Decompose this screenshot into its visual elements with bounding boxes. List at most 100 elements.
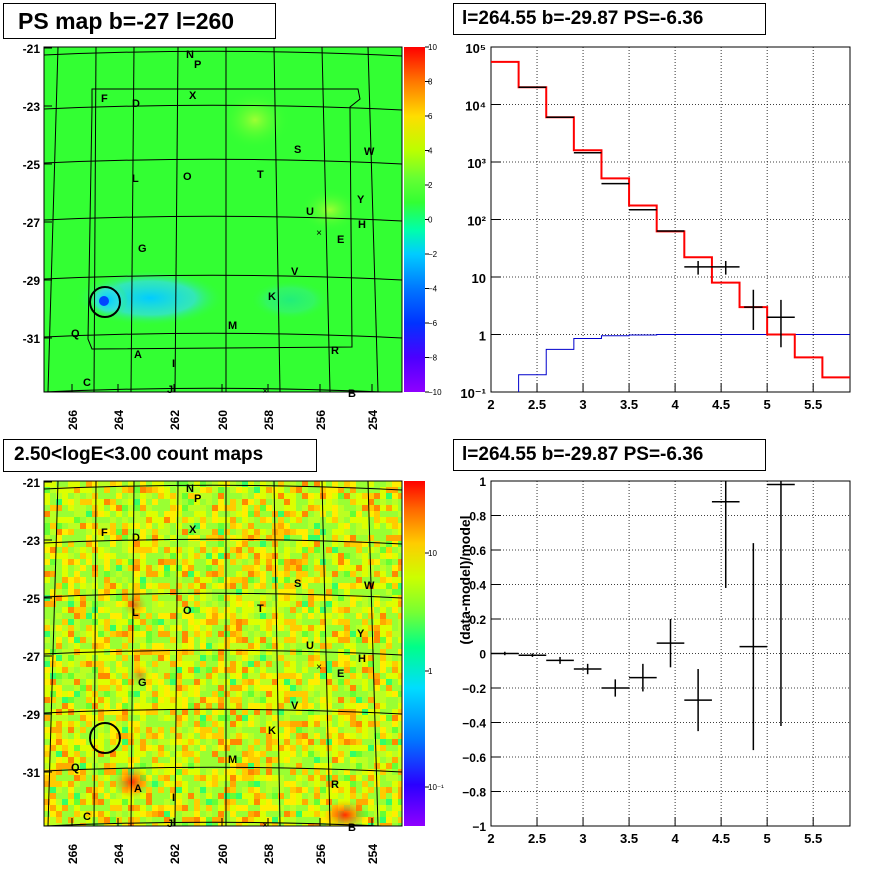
map-source-label-d: D: [132, 532, 140, 544]
map-source-label-a: A: [134, 349, 142, 361]
colorbar-tick-label: −4: [428, 285, 438, 294]
count-map-hotspots: [114, 593, 367, 826]
map-x-tick-label: 264: [112, 844, 126, 864]
map-source-label-j: J: [167, 384, 173, 396]
spectrum-x-tick-label: 4: [671, 397, 679, 412]
map-source-label-n: N: [186, 49, 194, 61]
spectrum-title: l=264.55 b=-29.87 PS=-6.36: [453, 3, 766, 35]
map-source-label-x: X: [189, 90, 197, 102]
colorbar-tick-label: 8: [428, 78, 433, 87]
spectrum-y-tick-label: 10: [472, 271, 486, 286]
ps-map-excess-region-2: [300, 188, 360, 232]
ps-map-axes: 266 264 262 260 258 256 254 -21 -23 -25 -27 -29 -31: [23, 42, 403, 430]
map-grid-longitude-line: [273, 47, 281, 392]
colorbar-tick-label: 0: [428, 216, 433, 225]
map-source-label-k: K: [268, 291, 276, 303]
residual-y-tick-label: 0.4: [469, 579, 486, 593]
residual-title: l=264.55 b=-29.87 PS=-6.36: [453, 439, 766, 471]
map-region-boundary: [87, 88, 361, 350]
map-source-label-l: L: [132, 607, 139, 619]
map-source-cross: ×: [316, 228, 322, 239]
colorbar-tick-label: 10: [428, 43, 437, 52]
ps-map-coordinate-grid: [44, 47, 402, 392]
spectrum-data-point: [711, 260, 740, 275]
count-map-colorbar-ticks: 10 1 10⁻¹: [425, 549, 444, 792]
map-x-tick-label: 256: [314, 844, 328, 864]
map-source-label-r: R: [331, 345, 339, 357]
map-grid-longitude-line: [367, 481, 379, 826]
residual-data-point: [546, 656, 574, 664]
spectrum-axes: 2 2.5 3 3.5 4 4.5 5 5.5 10⁻¹ 1 10 10² 10³ 10⁴ 10⁵: [460, 41, 822, 412]
colorbar-tick-label: −2: [428, 250, 438, 259]
count-map-highlight-circle: [89, 722, 121, 754]
map-plot-frame: [43, 46, 403, 393]
map-grid-longitude-line: [93, 481, 97, 826]
residual-y-tick-label: 0: [479, 648, 486, 662]
map-x-tick-label: 258: [262, 844, 276, 864]
colorbar-tick-label: 2: [428, 181, 433, 190]
residual-data-point: [767, 481, 795, 726]
residual-grid: [490, 480, 850, 827]
residual-y-tick-label: −0.4: [462, 717, 486, 731]
spectrum-series: [491, 60, 850, 392]
map-y-tick-label: -31: [23, 766, 41, 780]
spectrum-panel: 2 2.5 3 3.5 4 4.5 5 5.5 10⁻¹ 1 10 10² 10³ 10⁴ 10⁵: [460, 41, 851, 412]
count-map-colorbar: [404, 481, 425, 826]
map-source-label-h: H: [358, 219, 366, 231]
map-x-tick-label: 260: [216, 410, 230, 430]
map-source-label-v: V: [291, 266, 299, 278]
map-y-tick-label: -25: [23, 158, 41, 172]
map-grid-latitude-line: [44, 50, 402, 57]
map-source-label-e: E: [337, 668, 344, 680]
spectrum-x-tick-label: 4.5: [712, 397, 730, 412]
spectrum-data-point: [767, 299, 795, 348]
count-map-axes: 266 264 262 260 258 256 254 -21 -23 -25 -27 -29 -31: [23, 476, 403, 864]
spectrum-data-point: [684, 260, 712, 275]
count-map-hotspot-a: [114, 766, 150, 798]
ps-map-highlight-circle: [89, 286, 121, 318]
map-x-tick-label: 258: [262, 410, 276, 430]
map-source-label-b: B: [348, 388, 356, 400]
residual-x-tick-label: 5: [764, 831, 771, 846]
residual-panel: 2 2.5 3 3.5 4 4.5 5 5.5 −1 −0.8 −0.6 −0.4 −0.2 0 0.2 0.…: [457, 475, 851, 846]
residual-y-tick-label: −0.8: [462, 786, 486, 800]
map-grid-longitude-line: [273, 481, 281, 826]
map-source-label-s: S: [294, 144, 301, 156]
count-map-coordinate-grid: [44, 481, 402, 826]
map-y-tick-label: -29: [23, 708, 41, 722]
colorbar-tick-label: −8: [428, 354, 438, 363]
ps-map-excess-region: [220, 90, 290, 150]
count-map-hotspot-l: [123, 593, 147, 617]
map-source-label-m: M: [228, 754, 237, 766]
map-grid-latitude-line: [44, 821, 392, 826]
map-grid-longitude-line: [130, 481, 135, 826]
map-grid-latitude-line: [44, 766, 402, 773]
residual-y-axis-label: (data-model)/model: [457, 515, 473, 644]
residual-data-point: [601, 679, 630, 697]
spectrum-frame: [490, 46, 851, 393]
map-source-label-m: M: [228, 320, 237, 332]
count-map-title: 2.50<logE<3.00 count maps: [3, 439, 317, 472]
ps-map-title: PS map b=-27 l=260: [3, 3, 276, 39]
map-grid-longitude-line: [174, 481, 179, 826]
residual-series: [491, 481, 795, 751]
residual-y-tick-label: −1: [472, 820, 486, 834]
spectrum-x-tick-label: 2.5: [528, 397, 546, 412]
map-x-tick-label: 266: [66, 844, 80, 864]
residual-data-point: [684, 669, 712, 732]
map-grid-latitude-line: [44, 708, 402, 715]
spectrum-y-tick-label: 10⁵: [465, 41, 486, 56]
spectrum-background-model: [518, 334, 850, 392]
map-source-label-e: E: [337, 234, 344, 246]
spectrum-data-point: [744, 289, 763, 330]
map-source-label-c: C: [83, 811, 91, 823]
map-grid-longitude-line: [47, 47, 59, 392]
colorbar-tick-label: 10: [428, 549, 437, 558]
map-source-label-l: L: [132, 173, 139, 185]
map-source-cross: ×: [316, 662, 322, 673]
map-source-label-t: T: [257, 169, 264, 181]
